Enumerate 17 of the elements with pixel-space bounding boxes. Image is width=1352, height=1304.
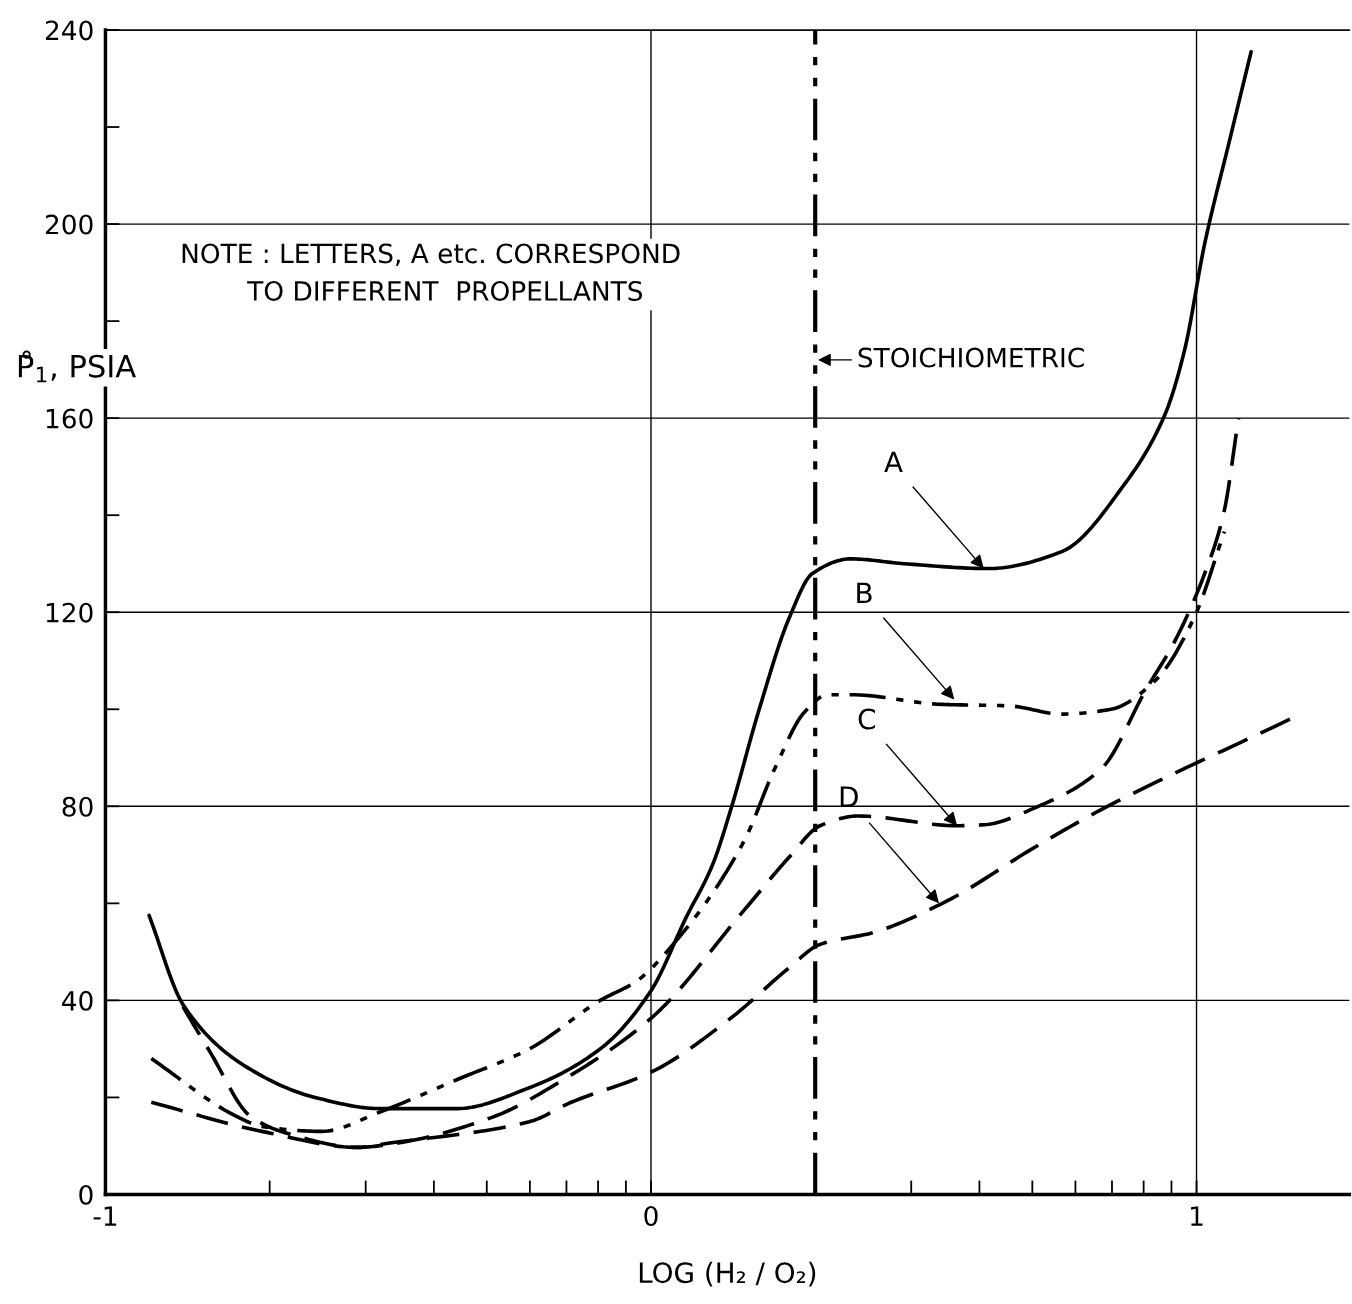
x-tick-label: 0 <box>644 1206 658 1226</box>
y-tick-label: 240 <box>45 20 93 41</box>
y-tick-label: 120 <box>46 602 93 623</box>
y-tick-label: 40 <box>62 990 93 1011</box>
y-tick-label: 160 <box>46 408 93 429</box>
x-tick-label: 1 <box>1191 1206 1203 1226</box>
annotation: C <box>858 708 875 730</box>
annotation: NOTE : LETTERS, A etc. CORRESPOND TO DIFFERENT PROPELLANTS <box>182 243 680 301</box>
annotation: B <box>857 582 872 604</box>
x-axis-title: LOG (H₂ / O₂) <box>639 1261 816 1287</box>
y-tick-label: 0 <box>79 1184 93 1205</box>
x-tick-label: -1 <box>93 1206 117 1226</box>
annotation: A <box>884 451 903 473</box>
y-tick-label: 200 <box>45 214 93 235</box>
y-axis-title: P̊$_{1}$, PSIA <box>18 350 136 383</box>
y-tick-label: 80 <box>62 796 93 817</box>
ref-line-label: STOICHIOMETRIC <box>858 347 1084 368</box>
